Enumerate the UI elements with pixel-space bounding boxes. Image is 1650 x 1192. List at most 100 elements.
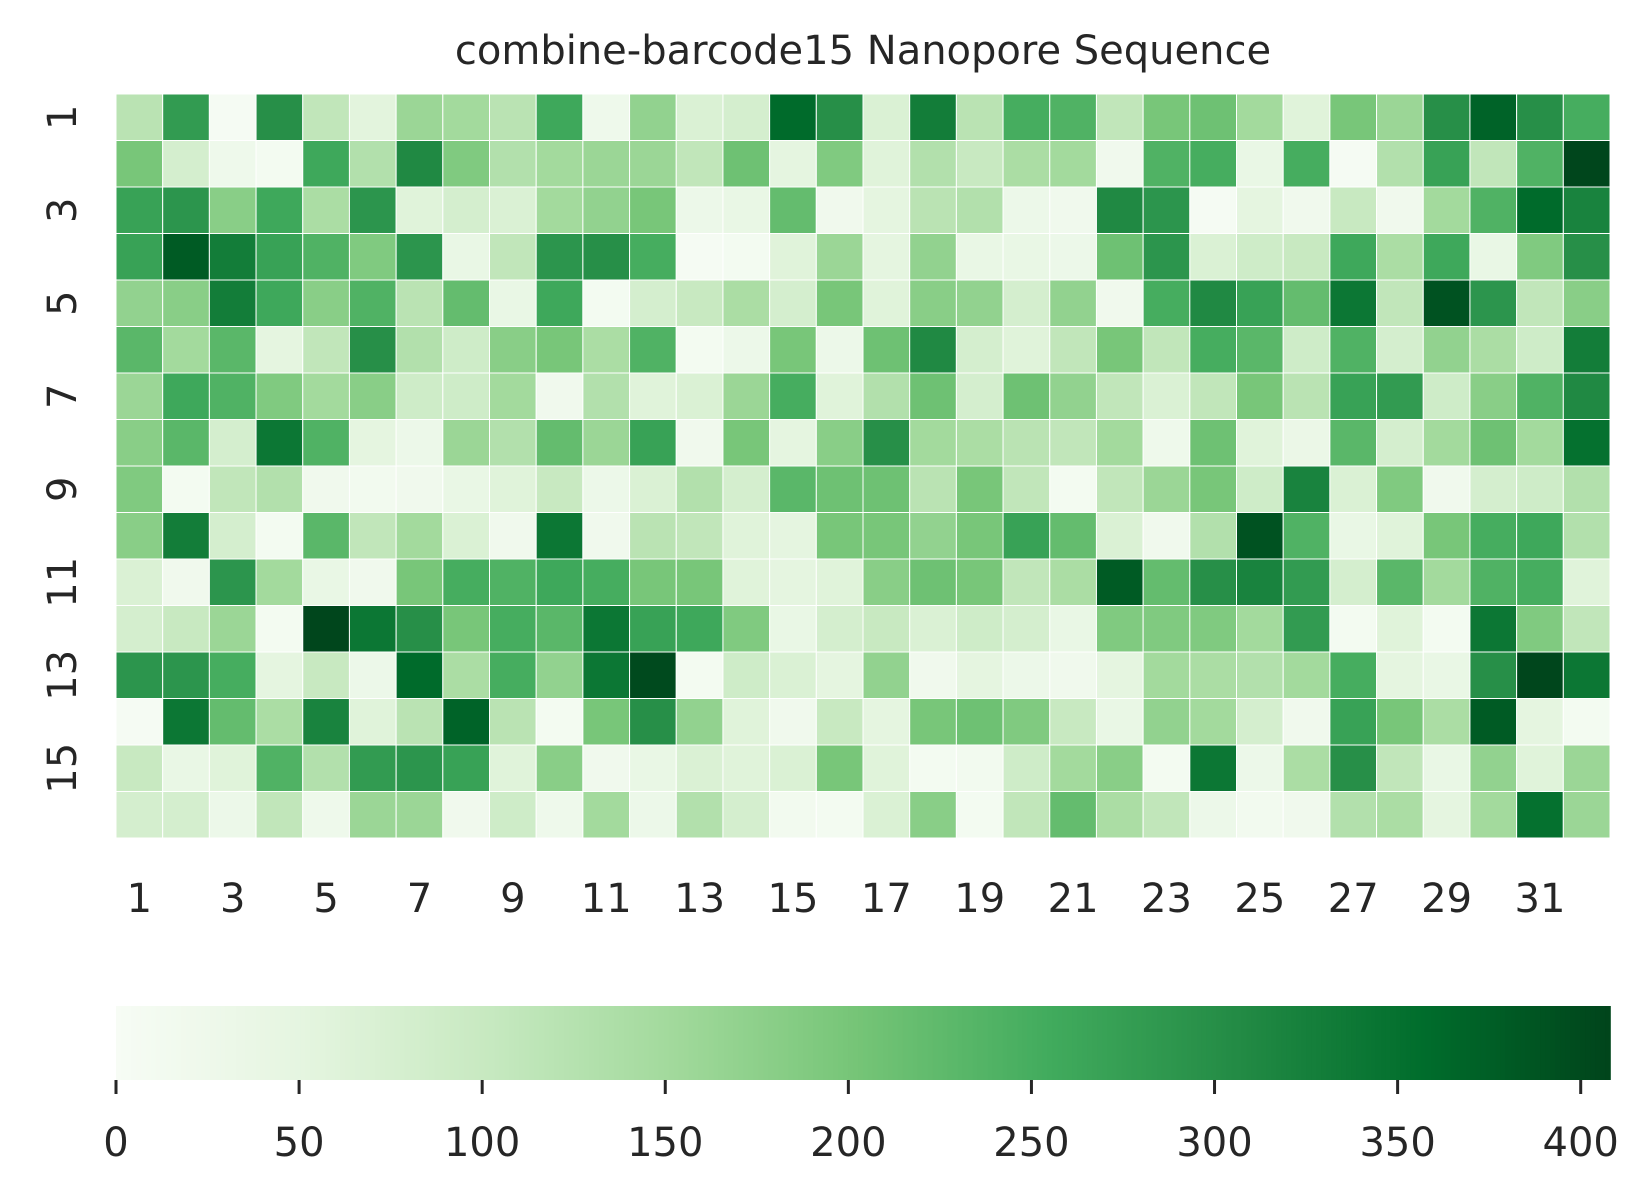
heatmap-cell-r4-c25 bbox=[1236, 233, 1284, 281]
colorbar-segment bbox=[1445, 1006, 1452, 1080]
heatmap-cell-r10-c9 bbox=[489, 512, 537, 560]
heatmap-cell-r4-c2 bbox=[162, 233, 210, 281]
heatmap-cell-r6-c23 bbox=[1142, 326, 1191, 374]
colorbar-segment bbox=[693, 1006, 700, 1080]
colorbar-segment bbox=[1485, 1006, 1492, 1080]
heatmap-cell-r2-c26 bbox=[1282, 140, 1331, 188]
colorbar-segment bbox=[1535, 1006, 1542, 1080]
heatmap-cell-r2-c25 bbox=[1236, 140, 1284, 188]
colorbar-segment bbox=[763, 1006, 770, 1080]
heatmap-cell-r16-c16 bbox=[815, 791, 864, 839]
heatmap-cell-r6-c31 bbox=[1516, 326, 1564, 374]
heatmap-cell-r9-c10 bbox=[535, 465, 584, 513]
colorbar-segment bbox=[1196, 1006, 1203, 1080]
heatmap-cell-r10-c11 bbox=[582, 512, 631, 560]
heatmap-cell-r9-c17 bbox=[862, 465, 911, 513]
colorbar-segment bbox=[345, 1006, 351, 1080]
heatmap-cell-r5-c10 bbox=[535, 279, 584, 327]
heatmap-cell-r12-c5 bbox=[302, 605, 350, 653]
colorbar-segment bbox=[1540, 1006, 1547, 1080]
colorbar-segment bbox=[1102, 1006, 1108, 1080]
heatmap-cell-r4-c7 bbox=[395, 233, 444, 281]
heatmap-cell-r11-c18 bbox=[909, 558, 957, 606]
colorbar-segment bbox=[1107, 1006, 1113, 1080]
heatmap-cell-r4-c32 bbox=[1562, 233, 1611, 281]
heatmap-cell-r16-c32 bbox=[1562, 791, 1611, 839]
colorbar-segment bbox=[175, 1006, 182, 1080]
heatmap-cell-r7-c8 bbox=[442, 372, 490, 420]
colorbar-segment bbox=[125, 1006, 132, 1080]
heatmap-cell-r7-c2 bbox=[162, 372, 210, 420]
colorbar-segment bbox=[459, 1006, 466, 1080]
heatmap-cell-r4-c26 bbox=[1282, 233, 1331, 281]
heatmap-cell-r8-c3 bbox=[208, 419, 257, 467]
heatmap-cell-r8-c17 bbox=[862, 419, 911, 467]
colorbar-segment bbox=[145, 1006, 152, 1080]
heatmap-cell-r4-c1 bbox=[115, 233, 164, 281]
x-tick-label: 29 bbox=[1421, 876, 1472, 922]
colorbar-segment bbox=[504, 1006, 511, 1080]
colorbar-segment bbox=[544, 1006, 551, 1080]
colorbar-segment bbox=[365, 1006, 371, 1080]
colorbar-segment bbox=[464, 1006, 471, 1080]
heatmap-cell-r13-c9 bbox=[489, 651, 537, 699]
heatmap-cell-r14-c3 bbox=[208, 698, 257, 746]
x-tick-label: 19 bbox=[954, 876, 1005, 922]
colorbar-segment bbox=[982, 1006, 989, 1080]
heatmap-cell-r8-c32 bbox=[1562, 419, 1611, 467]
heatmap-cell-r2-c12 bbox=[629, 140, 677, 188]
heatmap-cell-r11-c30 bbox=[1469, 558, 1518, 606]
colorbar-segment bbox=[743, 1006, 750, 1080]
heatmap-cell-r13-c23 bbox=[1142, 651, 1191, 699]
heatmap-cell-r6-c14 bbox=[722, 326, 771, 374]
heatmap-cell-r15-c15 bbox=[769, 744, 817, 792]
colorbar-segment bbox=[1261, 1006, 1268, 1080]
colorbar-segment bbox=[369, 1006, 376, 1080]
heatmap-cell-r2-c11 bbox=[582, 140, 631, 188]
colorbar-segment bbox=[1291, 1006, 1298, 1080]
heatmap-cell-r10-c10 bbox=[535, 512, 584, 560]
heatmap-cell-r7-c26 bbox=[1282, 372, 1331, 420]
colorbar-segment bbox=[409, 1006, 416, 1080]
heatmap-cell-r7-c19 bbox=[955, 372, 1004, 420]
colorbar-segment bbox=[867, 1006, 874, 1080]
colorbar-segment bbox=[584, 1006, 590, 1080]
heatmap-cell-r6-c22 bbox=[1095, 326, 1144, 374]
colorbar-segment bbox=[374, 1006, 381, 1080]
colorbar-segment bbox=[758, 1006, 765, 1080]
colorbar-segment bbox=[499, 1006, 506, 1080]
colorbar-segment bbox=[1256, 1006, 1263, 1080]
heatmap-cell-r7-c18 bbox=[909, 372, 957, 420]
colorbar-segment bbox=[937, 1006, 944, 1080]
colorbar-segment bbox=[947, 1006, 954, 1080]
heatmap-cell-r2-c31 bbox=[1516, 140, 1564, 188]
colorbar-segment bbox=[594, 1006, 600, 1080]
colorbar-tick-label: 200 bbox=[810, 1120, 886, 1166]
heatmap-cell-r1-c17 bbox=[862, 93, 911, 141]
colorbar-segment bbox=[977, 1006, 984, 1080]
heatmap-cell-r15-c5 bbox=[302, 744, 350, 792]
colorbar-tick-label: 350 bbox=[1359, 1120, 1435, 1166]
colorbar-segment bbox=[803, 1006, 810, 1080]
heatmap-cell-r11-c20 bbox=[1002, 558, 1051, 606]
heatmap-cell-r9-c13 bbox=[675, 465, 724, 513]
colorbar-segment bbox=[1595, 1006, 1601, 1080]
colorbar-segment bbox=[300, 1006, 307, 1080]
heatmap-cell-r14-c21 bbox=[1049, 698, 1097, 746]
colorbar-segment bbox=[1211, 1006, 1218, 1080]
heatmap-cell-r7-c11 bbox=[582, 372, 631, 420]
colorbar-segment bbox=[638, 1006, 645, 1080]
heatmap-cell-r12-c28 bbox=[1376, 605, 1424, 653]
heatmap-cell-r9-c7 bbox=[395, 465, 444, 513]
colorbar-segment bbox=[962, 1006, 969, 1080]
heatmap-cell-r4-c10 bbox=[535, 233, 584, 281]
heatmap-cell-r9-c26 bbox=[1282, 465, 1331, 513]
heatmap-cell-r4-c11 bbox=[582, 233, 631, 281]
heatmap-cell-r2-c5 bbox=[302, 140, 350, 188]
colorbar-segment bbox=[1271, 1006, 1278, 1080]
colorbar-segment bbox=[1002, 1006, 1009, 1080]
heatmap-cell-r4-c6 bbox=[348, 233, 397, 281]
heatmap-cell-r10-c22 bbox=[1095, 512, 1144, 560]
heatmap-cell-r14-c32 bbox=[1562, 698, 1611, 746]
colorbar-segment bbox=[1057, 1006, 1063, 1080]
